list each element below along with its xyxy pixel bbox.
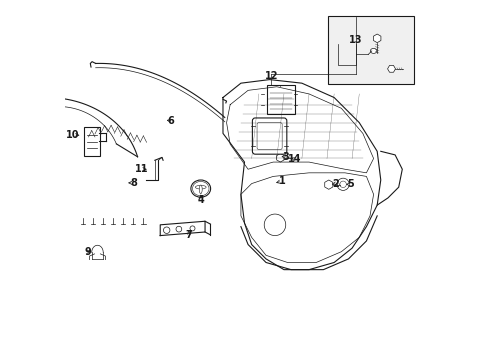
Ellipse shape — [199, 185, 202, 194]
Text: 11: 11 — [135, 164, 148, 174]
Text: 7: 7 — [185, 230, 192, 240]
Ellipse shape — [192, 181, 208, 196]
Text: 6: 6 — [167, 116, 174, 126]
Text: 13: 13 — [348, 35, 362, 45]
FancyBboxPatch shape — [84, 127, 100, 156]
Text: 10: 10 — [66, 130, 80, 140]
Ellipse shape — [195, 185, 206, 189]
Text: 12: 12 — [264, 71, 278, 81]
FancyBboxPatch shape — [257, 123, 282, 149]
Text: 8: 8 — [130, 178, 137, 188]
Text: 5: 5 — [346, 179, 353, 189]
Text: 9: 9 — [84, 247, 91, 257]
Text: 2: 2 — [332, 179, 339, 189]
Text: 1: 1 — [278, 176, 285, 186]
Ellipse shape — [190, 180, 210, 197]
Text: 14: 14 — [287, 154, 301, 164]
FancyBboxPatch shape — [327, 16, 413, 84]
Ellipse shape — [369, 48, 376, 53]
Text: 4: 4 — [197, 195, 203, 205]
FancyBboxPatch shape — [252, 118, 286, 154]
FancyBboxPatch shape — [266, 85, 294, 114]
Text: 3: 3 — [282, 152, 288, 162]
